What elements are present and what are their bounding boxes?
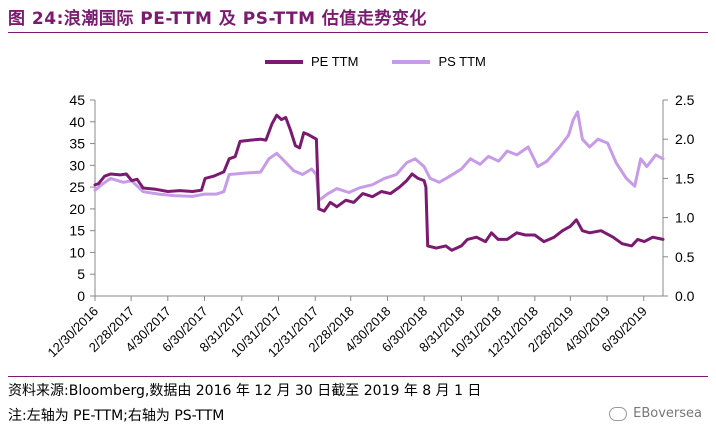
y-left-tick-label: 15 — [69, 223, 85, 239]
footer-divider — [8, 376, 708, 377]
y-right-tick-label: 0.5 — [675, 249, 695, 265]
chart-legend: PE TTM PS TTM — [265, 54, 520, 69]
y-left-tick-label: 20 — [69, 201, 85, 217]
y-left-tick-label: 40 — [69, 114, 85, 130]
legend-swatch-ps — [392, 59, 431, 64]
watermark-text: EBoversea — [633, 406, 702, 421]
y-left-tick-label: 35 — [69, 136, 85, 152]
y-left-tick-label: 0 — [77, 288, 85, 304]
y-right-tick-label: 1.5 — [675, 170, 695, 186]
pe-ps-line-chart: 0510152025303540450.00.51.01.52.02.512/3… — [44, 92, 695, 360]
axis-note: 注:左轴为 PE-TTM;右轴为 PS-TTM — [8, 408, 225, 424]
wechat-icon — [609, 406, 628, 421]
legend-label-pe: PE TTM — [311, 54, 359, 69]
y-left-tick-label: 5 — [77, 266, 85, 282]
source-note: 资料来源:Bloomberg,数据由 2016 年 12 月 30 日截至 20… — [8, 383, 482, 399]
pe-ttm-line — [93, 113, 665, 252]
legend-item-ps: PS TTM — [392, 54, 486, 69]
y-right-tick-label: 1.0 — [675, 210, 695, 226]
y-left-tick-label: 10 — [69, 244, 85, 260]
y-right-tick-label: 2.5 — [675, 92, 695, 108]
ps-ttm-line — [93, 110, 665, 202]
y-right-tick-label: 0.0 — [675, 288, 695, 304]
y-left-tick-label: 25 — [69, 179, 85, 195]
legend-label-ps: PS TTM — [438, 54, 486, 69]
watermark: EBoversea — [609, 406, 702, 421]
y-left-tick-label: 30 — [69, 157, 85, 173]
legend-item-pe: PE TTM — [265, 54, 358, 69]
title-divider — [8, 32, 708, 33]
figure-title: 图 24:浪潮国际 PE-TTM 及 PS-TTM 估值走势变化 — [8, 9, 427, 29]
y-left-tick-label: 45 — [69, 92, 85, 108]
legend-swatch-pe — [265, 59, 303, 64]
y-right-tick-label: 2.0 — [675, 131, 695, 147]
